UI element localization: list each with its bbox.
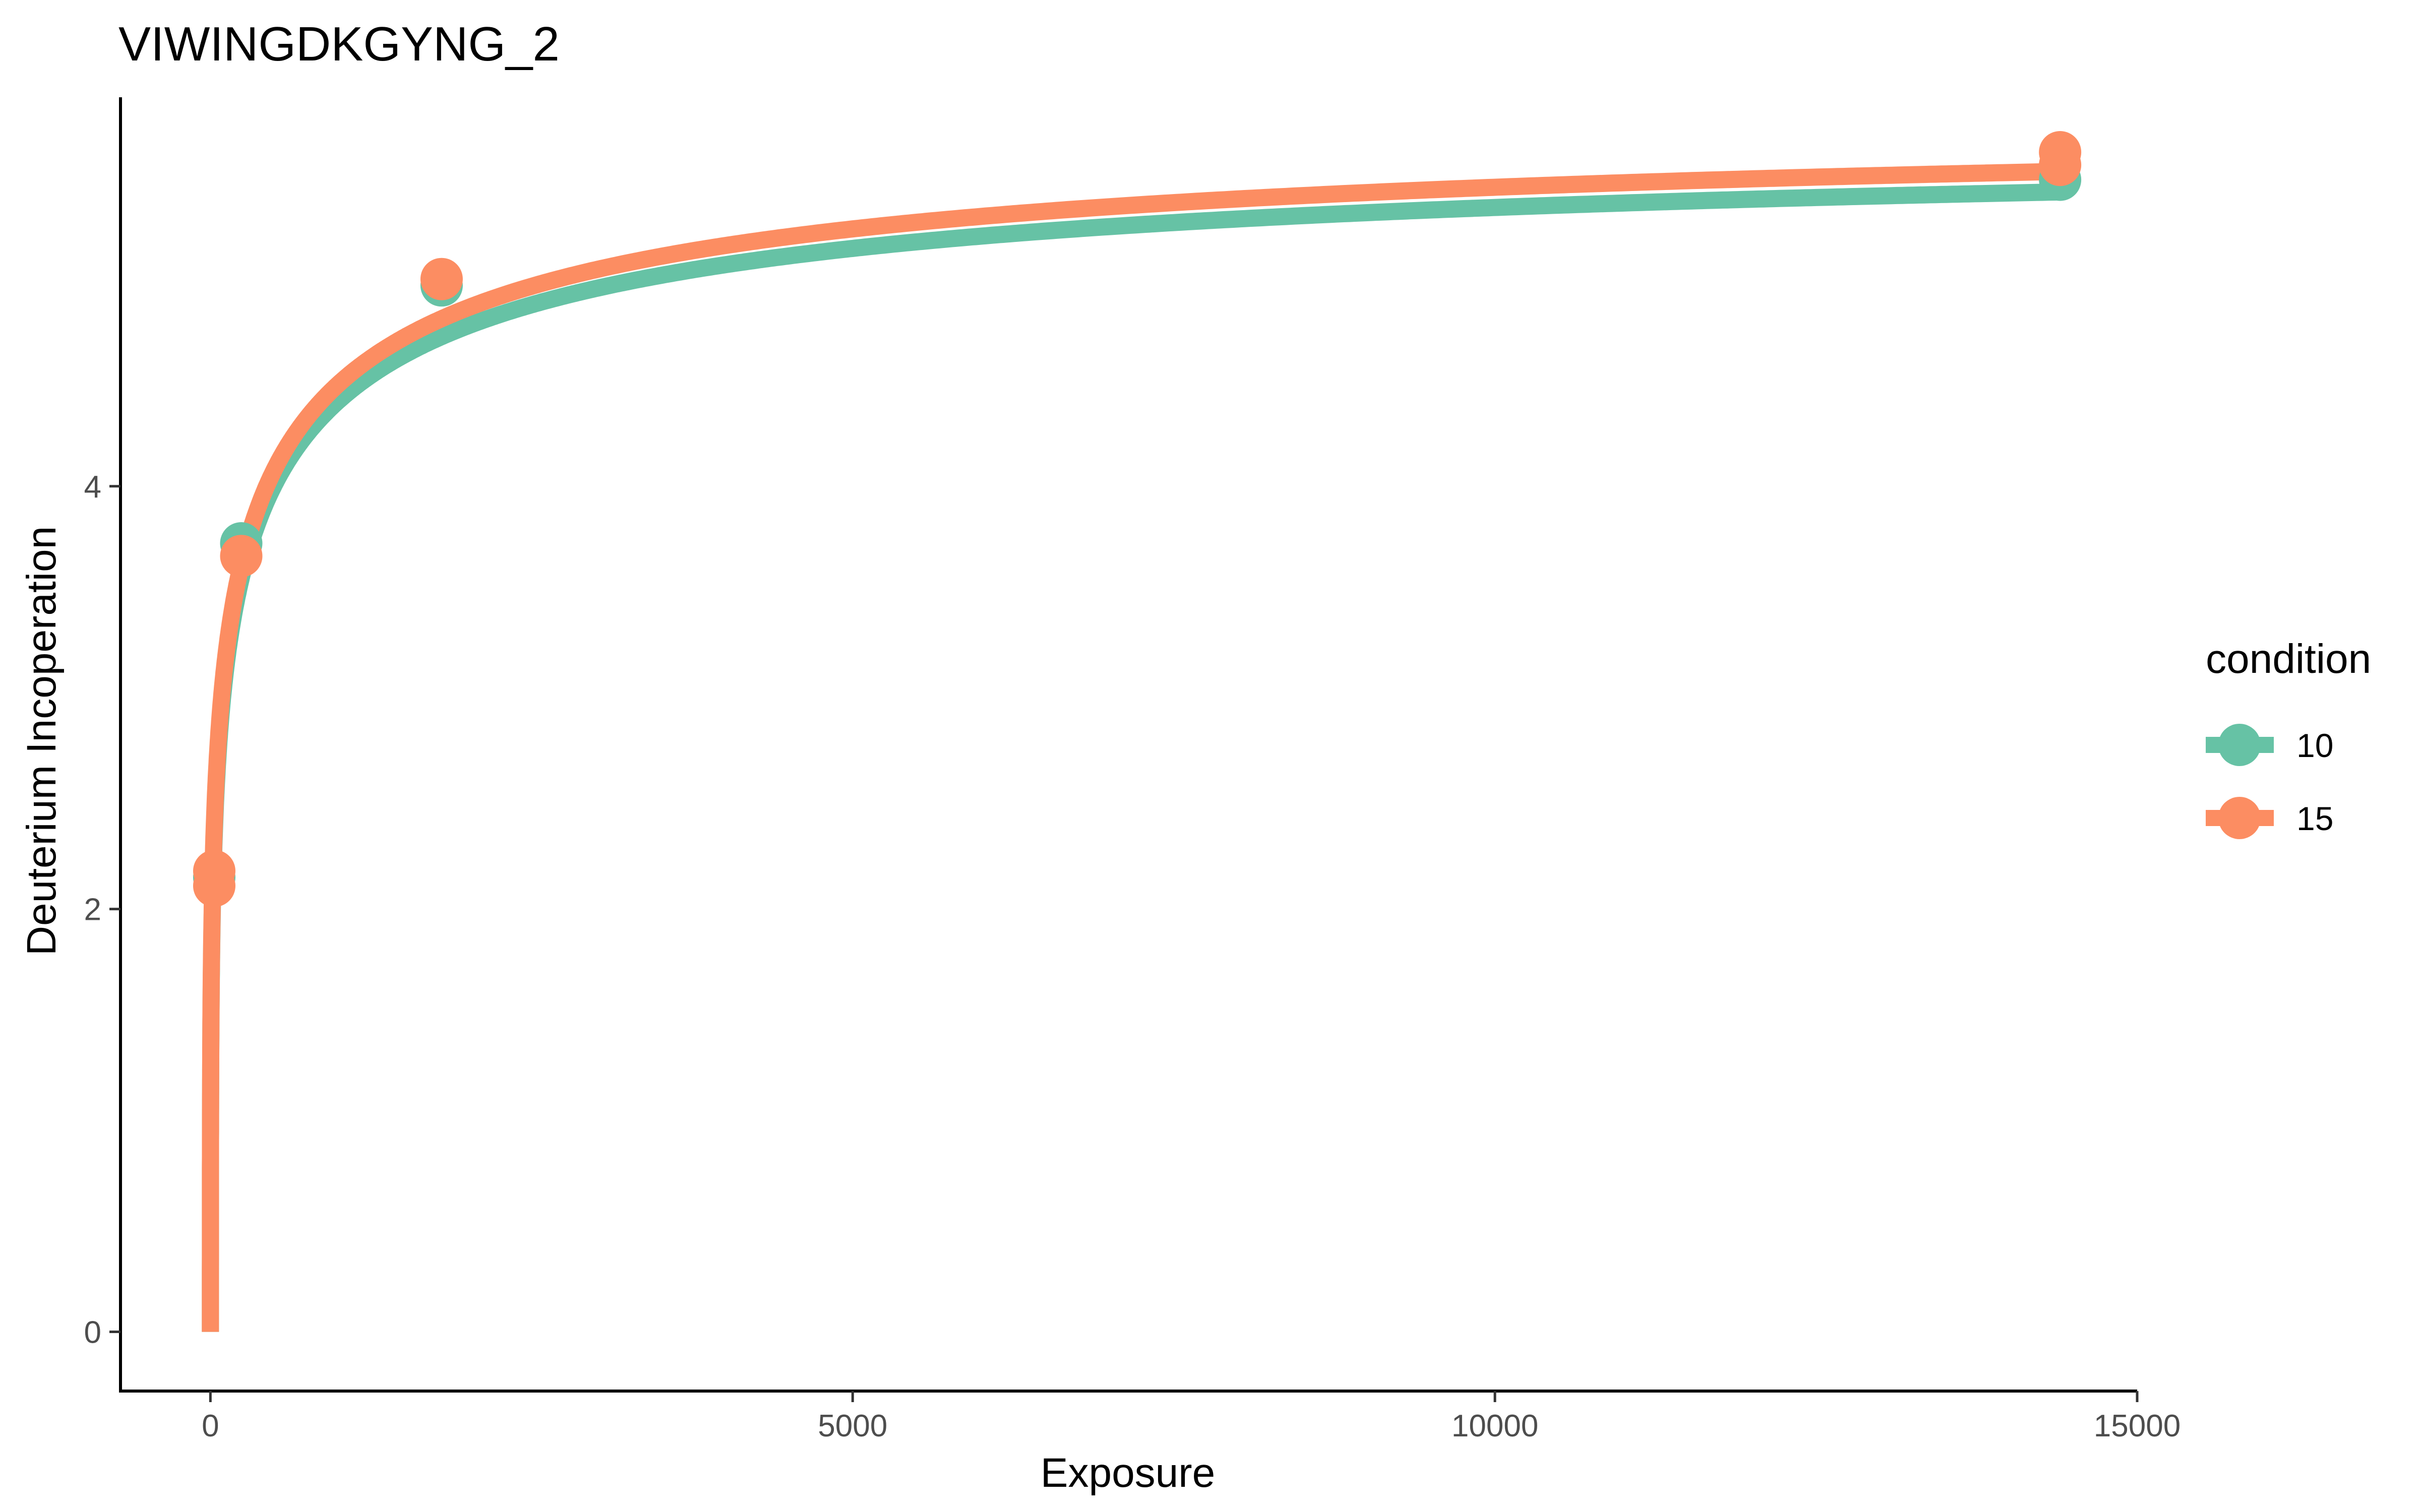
y-tick-label: 4 (84, 470, 101, 505)
legend-key-15 (2206, 797, 2274, 839)
y-tick-label: 2 (84, 893, 101, 927)
x-ticks: 0 5000 10000 15000 (202, 1391, 2181, 1443)
fit-lines (202, 163, 2063, 1332)
legend-title: condition (2206, 636, 2371, 682)
y-tick-label: 0 (84, 1315, 101, 1350)
x-tick-label: 5000 (818, 1409, 887, 1443)
legend: condition 10 15 (2206, 636, 2371, 839)
fit-line-10 (202, 183, 2063, 1332)
plot-area (193, 131, 2082, 1332)
chart-title: VIWINGDKGYNG_2 (118, 17, 560, 71)
legend-items: 10 15 (2206, 724, 2333, 839)
x-tick-label: 10000 (1451, 1409, 1538, 1443)
x-tick-label: 15000 (2094, 1409, 2181, 1443)
x-axis-title: Exposure (1041, 1450, 1215, 1496)
legend-label: 10 (2296, 727, 2333, 764)
data-point-15 (193, 864, 235, 907)
data-points (193, 131, 2082, 907)
legend-key-point (2218, 797, 2261, 839)
x-tick-label: 0 (202, 1409, 219, 1443)
data-point-15 (220, 535, 263, 578)
legend-key-10 (2206, 724, 2274, 766)
y-ticks: 0 2 4 (84, 470, 120, 1350)
legend-key-point (2218, 724, 2261, 766)
data-point-15 (420, 258, 463, 300)
data-point-15 (2039, 144, 2082, 186)
legend-label: 15 (2296, 800, 2333, 837)
fit-line-15 (202, 163, 2063, 1332)
y-axis-title: Deuterium Incoperation (19, 526, 65, 956)
